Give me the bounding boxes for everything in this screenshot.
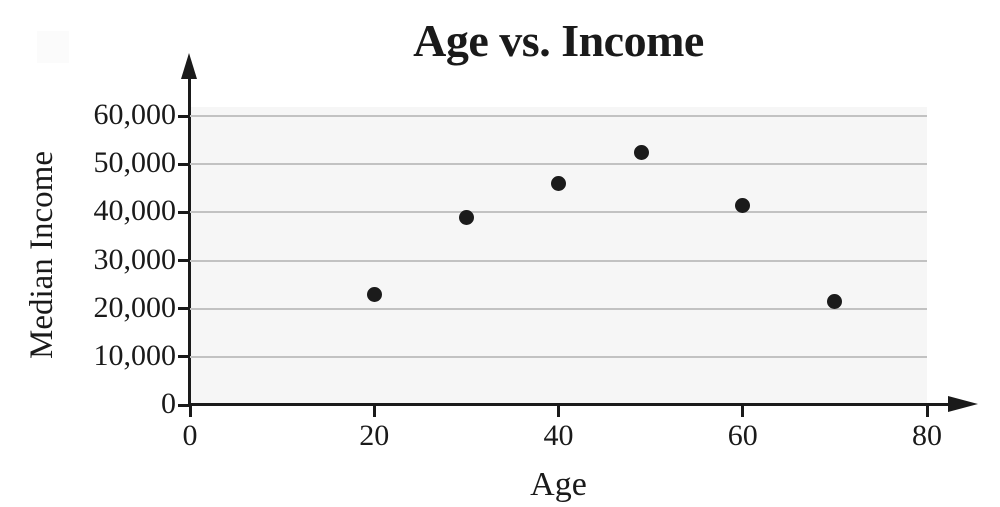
y-axis (188, 70, 191, 407)
y-tick-label: 50,000 (93, 146, 177, 180)
x-tick-mark (925, 405, 929, 417)
x-tick-mark (188, 405, 192, 417)
gridline (190, 307, 927, 310)
x-axis-arrow-icon (948, 396, 978, 412)
y-tick-label: 10,000 (93, 338, 177, 372)
x-axis-label: Age (530, 466, 587, 503)
y-tick-mark (178, 114, 190, 118)
data-point (633, 144, 649, 160)
x-tick-label: 20 (359, 419, 390, 452)
x-tick-label: 80 (912, 419, 942, 452)
x-tick-mark (557, 405, 560, 417)
y-tick-mark (178, 259, 190, 262)
background-artifact (37, 31, 69, 63)
chart-title: Age vs. Income (413, 15, 704, 66)
gridline (190, 259, 927, 262)
x-tick-mark (372, 405, 376, 417)
y-tick-mark (178, 162, 190, 166)
x-tick-label: 0 (182, 419, 198, 452)
y-tick-label: 60,000 (93, 98, 177, 131)
gridline (190, 355, 927, 358)
y-tick-mark (178, 355, 190, 359)
gridline (190, 211, 927, 214)
y-tick-label: 40,000 (93, 194, 177, 228)
y-axis-arrow-icon (181, 53, 197, 79)
y-tick-label: 30,000 (93, 242, 177, 276)
x-tick-label: 60 (727, 419, 758, 452)
data-point (735, 197, 751, 213)
x-tick-mark (741, 405, 745, 417)
plot-area (190, 107, 927, 405)
y-tick-mark (178, 403, 190, 407)
data-point (551, 175, 566, 191)
data-point (458, 209, 474, 225)
data-point (366, 286, 382, 302)
x-axis (188, 403, 950, 406)
data-point (827, 293, 843, 309)
y-tick-label: 0 (161, 387, 176, 420)
x-tick-label: 40 (543, 419, 574, 452)
y-tick-label: 20,000 (93, 290, 177, 324)
gridline (190, 115, 927, 117)
y-tick-mark (178, 210, 190, 214)
y-tick-mark (178, 307, 190, 311)
gridline (190, 163, 927, 166)
